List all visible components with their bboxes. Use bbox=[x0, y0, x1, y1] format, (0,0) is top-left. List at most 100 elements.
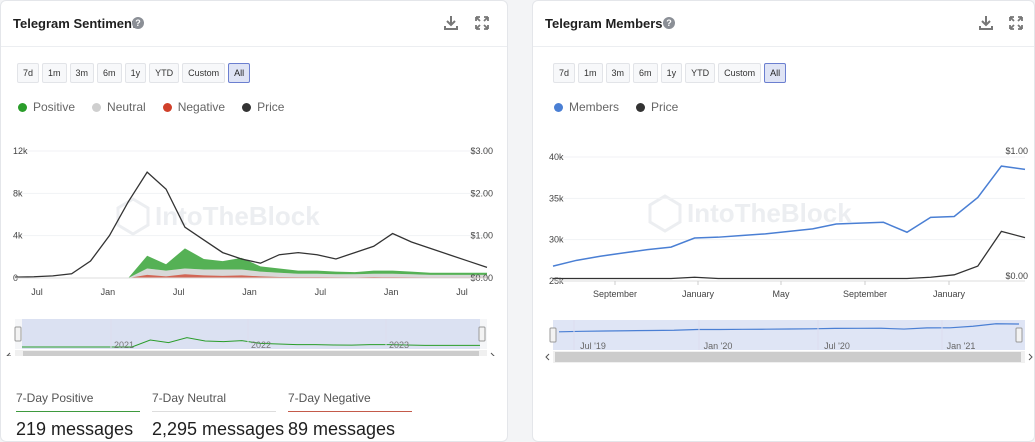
price-line bbox=[14, 171, 488, 278]
range-all-button[interactable]: All bbox=[764, 63, 787, 83]
stat-label: 7-Day Negative bbox=[288, 391, 412, 412]
legend-label: Negative bbox=[177, 100, 226, 114]
legend-dot-icon bbox=[18, 102, 27, 112]
legend-item-positive[interactable]: Positive bbox=[18, 100, 75, 114]
navigator-tick-label: 2021 bbox=[114, 340, 134, 350]
scrollbar-thumb[interactable] bbox=[555, 352, 1021, 362]
navigator-series bbox=[22, 337, 480, 348]
range-ytd-button[interactable]: YTD bbox=[149, 63, 180, 83]
navigator-tick-label: 2023 bbox=[389, 340, 409, 350]
x-tick-label: Jan bbox=[242, 287, 257, 297]
y2-tick-label: $1.00 bbox=[470, 231, 493, 241]
legend-dot-icon bbox=[242, 102, 252, 112]
scroll-right-icon[interactable] bbox=[1028, 353, 1033, 361]
fullscreen-icon[interactable] bbox=[1007, 14, 1025, 32]
range-6m-button[interactable]: 6m bbox=[97, 63, 122, 83]
range-7d-button[interactable]: 7d bbox=[553, 63, 576, 83]
y2-tick-label: $3.00 bbox=[470, 146, 493, 156]
watermark-text: IntoTheBlock bbox=[155, 201, 320, 231]
x-tick-label: May bbox=[772, 289, 790, 299]
chart-legend: Members Price bbox=[554, 100, 678, 114]
scroll-left-icon[interactable] bbox=[6, 352, 11, 356]
positive-area bbox=[15, 248, 487, 278]
members-chart: IntoTheBlock 40k35k30k25k$1.00$0.00Septe… bbox=[545, 146, 1033, 363]
stat-value: 89 messages bbox=[288, 419, 396, 439]
range-1y-button[interactable]: 1y bbox=[660, 63, 683, 83]
x-tick-label: Jul bbox=[456, 287, 468, 297]
scroll-right-icon[interactable] bbox=[490, 352, 495, 356]
range-3m-button[interactable]: 3m bbox=[605, 63, 631, 83]
download-icon[interactable] bbox=[442, 14, 460, 32]
stats-row: 7-Day Positive 219 messages 7-Day Neutral 2… bbox=[16, 391, 412, 440]
panel-title: Telegram Sentiment bbox=[13, 16, 137, 31]
telegram-members-panel: Telegram Members ? 7d 1m 3m 6m 1y YTD Custom Al… bbox=[532, 0, 1035, 442]
watermark: IntoTheBlock bbox=[648, 194, 852, 233]
y-tick-label: 8k bbox=[13, 188, 23, 198]
download-icon[interactable] bbox=[977, 14, 995, 32]
range-all-button[interactable]: All bbox=[228, 63, 251, 83]
scrollbar-thumb[interactable] bbox=[23, 351, 479, 356]
telegram-sentiment-panel: Telegram Sentiment ? 7d 1m 3m 6m 1y YTD Custom… bbox=[0, 0, 508, 442]
range-1m-button[interactable]: 1m bbox=[578, 63, 603, 83]
range-6m-button[interactable]: 6m bbox=[633, 63, 658, 83]
legend-label: Positive bbox=[33, 100, 76, 114]
stat-7-day-negative: 7-Day Negative 89 messages bbox=[288, 391, 412, 440]
navigator-tick-label: Jul '20 bbox=[824, 341, 850, 351]
legend-dot-icon bbox=[162, 102, 172, 112]
legend-item-members[interactable]: Members bbox=[554, 100, 619, 114]
legend-item-negative[interactable]: Negative bbox=[162, 100, 226, 114]
range-custom-button[interactable]: Custom bbox=[718, 63, 762, 83]
y-tick-label: 40k bbox=[549, 152, 564, 162]
x-tick-label: Jul bbox=[315, 287, 327, 297]
legend-dot-icon bbox=[636, 102, 646, 112]
y2-tick-label: $2.00 bbox=[470, 188, 493, 198]
legend-dot-icon bbox=[554, 102, 563, 112]
navigator-right-handle[interactable] bbox=[478, 326, 486, 342]
x-tick-label: Jan bbox=[101, 287, 116, 297]
x-tick-label: September bbox=[843, 289, 887, 299]
watermark-logo-icon bbox=[116, 197, 150, 236]
navigator-tick-label: Jan '21 bbox=[947, 341, 976, 351]
stat-7-day-neutral: 7-Day Neutral 2,295 messages bbox=[152, 391, 284, 440]
watermark-text: IntoTheBlock bbox=[687, 198, 852, 228]
y-tick-label: 12k bbox=[13, 146, 28, 156]
x-tick-label: Jan bbox=[384, 287, 399, 297]
x-tick-label: January bbox=[933, 289, 966, 299]
range-7d-button[interactable]: 7d bbox=[17, 63, 40, 83]
navigator-tick-label: 2022 bbox=[251, 340, 271, 350]
legend-item-price[interactable]: Price bbox=[636, 100, 678, 114]
price-line bbox=[553, 230, 1026, 280]
range-1y-button[interactable]: 1y bbox=[124, 63, 147, 83]
stat-label: 7-Day Positive bbox=[16, 391, 140, 412]
range-1m-button[interactable]: 1m bbox=[42, 63, 67, 83]
x-tick-label: September bbox=[593, 289, 637, 299]
stat-7-day-positive: 7-Day Positive 219 messages bbox=[16, 391, 140, 440]
legend-label: Price bbox=[257, 100, 285, 114]
range-selector: 7d 1m 3m 6m 1y YTD Custom All bbox=[17, 63, 251, 83]
navigator-right-handle[interactable] bbox=[1015, 327, 1023, 343]
navigator-left-handle[interactable] bbox=[549, 327, 557, 343]
panel-header: Telegram Sentiment ? bbox=[1, 1, 507, 47]
fullscreen-icon[interactable] bbox=[473, 14, 491, 32]
chart-legend: Positive Neutral Negative Price bbox=[18, 100, 284, 114]
range-selector: 7d 1m 3m 6m 1y YTD Custom All bbox=[553, 63, 787, 83]
range-ytd-button[interactable]: YTD bbox=[685, 63, 716, 83]
stat-label: 7-Day Neutral bbox=[152, 391, 276, 412]
legend-item-neutral[interactable]: Neutral bbox=[92, 100, 146, 114]
stat-value: 219 messages bbox=[16, 419, 134, 439]
navigator-left-handle[interactable] bbox=[14, 326, 22, 342]
y-tick-label: 35k bbox=[549, 193, 564, 203]
help-icon[interactable]: ? bbox=[132, 17, 144, 29]
navigator-tick-label: Jan '20 bbox=[704, 341, 733, 351]
panel-header: Telegram Members ? bbox=[533, 1, 1034, 47]
y2-tick-label: $0.00 bbox=[1005, 271, 1028, 281]
legend-label: Neutral bbox=[107, 100, 146, 114]
legend-label: Members bbox=[569, 100, 620, 114]
legend-item-price[interactable]: Price bbox=[242, 100, 284, 114]
x-tick-label: January bbox=[682, 289, 715, 299]
help-icon[interactable]: ? bbox=[663, 17, 675, 29]
navigator-selection bbox=[553, 320, 1025, 350]
scroll-left-icon[interactable] bbox=[545, 353, 550, 361]
range-3m-button[interactable]: 3m bbox=[69, 63, 95, 83]
range-custom-button[interactable]: Custom bbox=[182, 63, 226, 83]
